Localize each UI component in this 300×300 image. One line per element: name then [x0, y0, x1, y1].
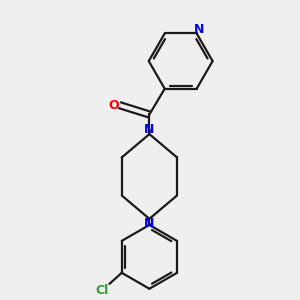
Text: O: O: [109, 99, 119, 112]
Text: N: N: [144, 123, 154, 136]
Text: N: N: [144, 217, 154, 230]
Text: N: N: [194, 23, 204, 36]
Text: Cl: Cl: [95, 284, 109, 297]
